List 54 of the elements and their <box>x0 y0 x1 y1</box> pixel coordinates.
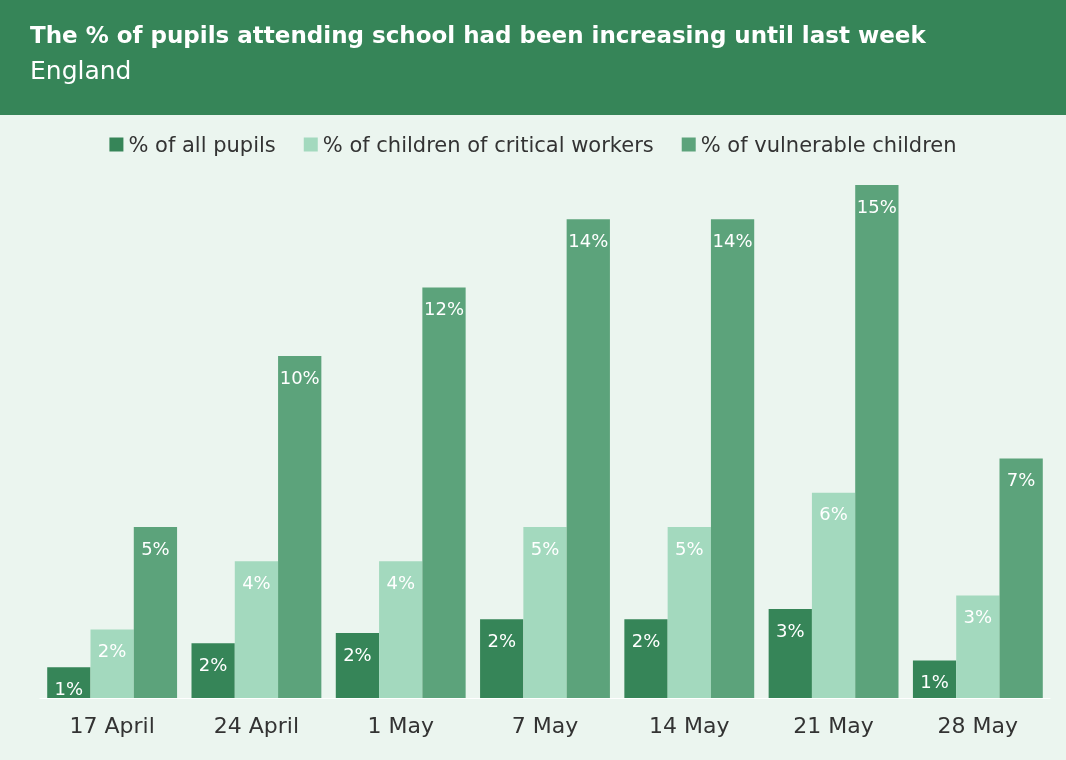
x-tick-label: 28 May <box>937 712 1019 738</box>
x-tick-label: 14 May <box>649 712 730 738</box>
bar <box>956 595 1000 698</box>
bar <box>667 527 711 698</box>
bar <box>855 185 899 698</box>
bar <box>912 660 957 698</box>
bar <box>710 219 755 698</box>
chart-subtitle: England <box>30 56 133 85</box>
bar <box>335 633 380 698</box>
data-label: 1% <box>920 670 949 692</box>
data-label: 5% <box>530 537 560 559</box>
data-label: 2% <box>97 640 127 662</box>
data-label: 5% <box>675 537 704 559</box>
bar <box>624 619 668 698</box>
bar <box>234 561 279 698</box>
x-tick-label: 17 April <box>69 712 155 738</box>
data-label: 2% <box>198 653 228 675</box>
bar <box>422 287 466 698</box>
bar <box>133 527 178 698</box>
data-label: 4% <box>386 571 415 593</box>
bar <box>47 667 91 698</box>
x-tick-label: 7 May <box>511 712 579 738</box>
data-label: 3% <box>963 605 993 627</box>
data-label: 15% <box>856 195 897 217</box>
bar <box>523 527 567 698</box>
bar <box>566 219 610 698</box>
chart-title: The % of pupils attending school had been increasing until last week <box>30 22 927 48</box>
x-tick-label: 21 May <box>793 712 874 738</box>
data-label: 5% <box>141 537 170 559</box>
data-label: 14% <box>568 229 609 251</box>
legend-label: % of all pupils <box>128 132 276 157</box>
x-tick-label: 24 April <box>213 712 300 738</box>
data-label: 2% <box>343 643 372 665</box>
data-label: 4% <box>242 571 271 593</box>
data-label: 14% <box>712 229 753 251</box>
legend-label: % of vulnerable children <box>700 132 957 157</box>
bar <box>90 629 134 698</box>
data-label: 1% <box>54 677 84 699</box>
bar <box>480 619 524 698</box>
data-label: 10% <box>279 366 320 388</box>
data-label: 12% <box>423 298 465 320</box>
data-label: 2% <box>487 629 516 651</box>
bar <box>379 561 423 698</box>
data-label: 7% <box>1006 469 1036 491</box>
x-tick-label: 1 May <box>367 712 434 738</box>
data-label: 2% <box>631 629 661 651</box>
bar <box>278 356 322 698</box>
bar <box>191 643 235 698</box>
bar <box>768 609 812 698</box>
legend-label: % of children of critical workers <box>322 132 654 157</box>
bar <box>811 492 856 698</box>
bar <box>999 458 1043 698</box>
data-label: 3% <box>776 619 805 641</box>
data-label: 6% <box>819 503 848 525</box>
